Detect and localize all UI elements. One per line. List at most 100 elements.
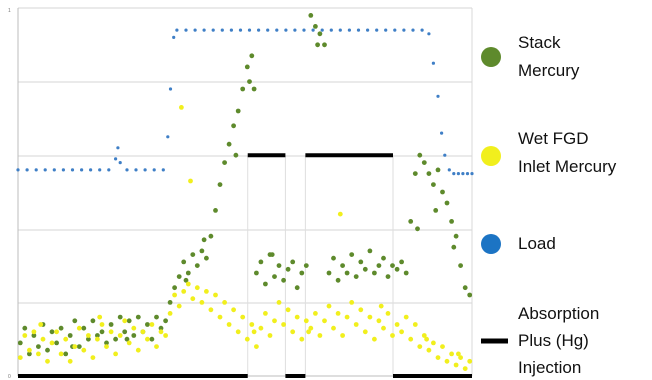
data-point	[408, 219, 414, 224]
data-point	[25, 168, 29, 172]
data-point	[36, 344, 41, 349]
data-point	[349, 300, 355, 305]
data-point	[470, 172, 474, 176]
data-point	[266, 28, 270, 32]
data-point	[263, 311, 268, 316]
data-point	[202, 28, 206, 32]
data-point	[176, 303, 182, 309]
data-point	[381, 325, 386, 331]
data-point	[231, 123, 237, 129]
data-point	[204, 289, 209, 294]
data-point	[217, 182, 223, 188]
data-point	[181, 289, 187, 294]
data-point	[462, 366, 468, 371]
data-point	[54, 340, 59, 346]
data-point	[251, 329, 257, 335]
data-point	[194, 285, 200, 291]
data-point	[313, 24, 318, 29]
data-point	[440, 131, 444, 135]
data-point	[440, 189, 445, 195]
data-point	[385, 274, 391, 279]
data-point	[104, 344, 109, 349]
data-point	[176, 274, 182, 279]
data-point	[451, 244, 457, 250]
legend-label: Wet FGD	[518, 129, 589, 148]
data-point	[335, 311, 341, 316]
data-point	[320, 28, 324, 32]
data-point	[22, 333, 28, 338]
data-point	[340, 333, 345, 338]
data-point	[456, 172, 460, 176]
data-point	[417, 152, 423, 158]
data-point	[326, 303, 332, 309]
data-point	[276, 300, 282, 305]
data-point	[113, 336, 118, 342]
data-point	[63, 351, 69, 357]
data-point	[412, 322, 418, 327]
legend-marker	[481, 146, 501, 166]
data-point	[390, 333, 395, 338]
data-point	[118, 161, 122, 165]
data-point	[34, 168, 38, 172]
data-point	[290, 259, 296, 265]
data-point	[335, 277, 341, 283]
data-point	[411, 28, 415, 32]
data-point	[86, 333, 91, 338]
data-point	[70, 168, 75, 172]
data-point	[399, 329, 404, 335]
data-point	[299, 270, 305, 276]
data-point	[149, 336, 155, 342]
data-point	[90, 355, 96, 360]
data-point	[95, 333, 100, 338]
legend-item: Stack Mercury	[481, 33, 580, 80]
data-point	[81, 347, 87, 353]
data-point	[272, 274, 277, 279]
data-point	[244, 64, 250, 70]
data-point	[435, 167, 441, 173]
data-point	[201, 237, 207, 243]
data-point	[326, 270, 332, 276]
data-point	[16, 168, 20, 172]
data-point	[347, 28, 351, 32]
data-point	[97, 314, 103, 320]
plot-area	[16, 13, 474, 378]
data-point	[17, 340, 23, 346]
data-point	[31, 333, 37, 338]
data-point	[449, 219, 454, 224]
data-point	[38, 322, 44, 327]
data-point	[362, 266, 368, 272]
data-point	[114, 157, 118, 161]
data-point	[331, 325, 336, 331]
data-point	[344, 270, 350, 276]
data-point	[249, 322, 255, 327]
data-point	[338, 28, 342, 32]
data-point	[131, 325, 137, 331]
data-point	[240, 314, 246, 320]
legend-label: Stack	[518, 33, 561, 52]
data-point	[444, 200, 450, 206]
data-point	[86, 336, 91, 342]
data-point	[317, 333, 323, 338]
legend-label: Plus (Hg)	[518, 331, 589, 350]
data-point	[152, 168, 156, 172]
data-point	[179, 105, 184, 110]
data-point	[107, 168, 111, 172]
data-point	[462, 285, 468, 291]
data-point	[67, 333, 73, 338]
data-point	[226, 141, 232, 147]
data-point	[431, 61, 435, 65]
data-point	[362, 329, 368, 335]
data-point	[353, 274, 359, 279]
data-point	[408, 336, 414, 342]
data-point	[217, 314, 223, 320]
legend-item: Load	[481, 234, 556, 254]
data-point	[275, 28, 279, 32]
data-point	[154, 314, 159, 320]
data-point	[367, 314, 373, 320]
data-point	[263, 281, 268, 287]
data-point	[465, 172, 470, 176]
data-point	[376, 263, 382, 268]
legend-item: Absorption Plus (Hg) Injection	[481, 304, 599, 377]
data-point	[208, 233, 214, 239]
